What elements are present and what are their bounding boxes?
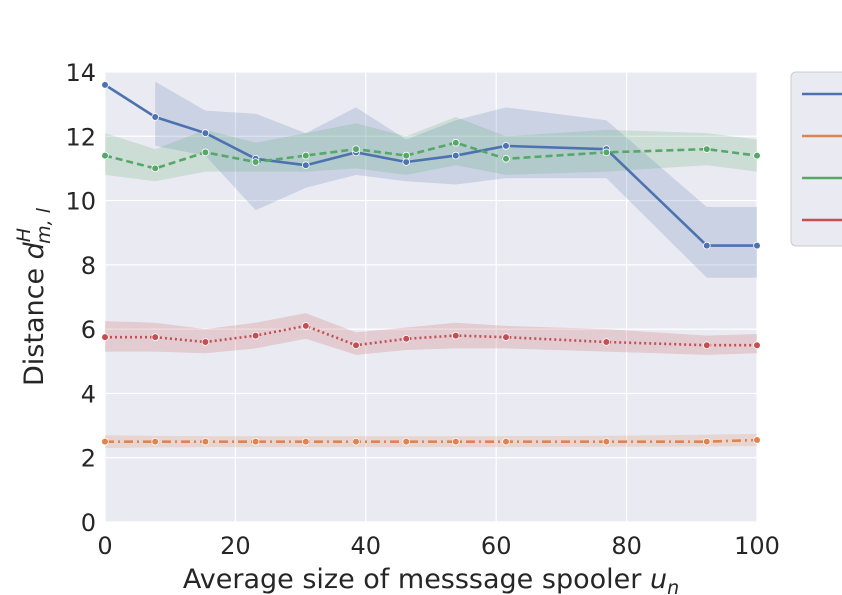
y-tick-label: 2 [81, 445, 96, 473]
x-tick-label: 60 [481, 532, 512, 560]
series-lines [104, 83, 758, 443]
data-point [201, 437, 210, 446]
data-point [151, 437, 160, 446]
data-point [352, 145, 360, 153]
y-tick-label: 12 [65, 123, 96, 151]
x-tick-label: 80 [611, 532, 642, 560]
data-point [151, 113, 160, 121]
data-point [302, 322, 310, 330]
data-point [402, 158, 411, 166]
confidence-band-4 [105, 313, 757, 355]
data-point [201, 338, 210, 346]
data-point [702, 241, 711, 250]
data-point [302, 151, 310, 160]
series-line-1 [104, 83, 757, 247]
data-point [251, 158, 260, 166]
data-point [302, 161, 310, 170]
data-point [753, 151, 761, 160]
data-point [602, 437, 611, 446]
plot-background [105, 72, 757, 522]
data-point [151, 333, 160, 341]
y-tick-label: 10 [65, 188, 96, 216]
data-point [302, 437, 310, 446]
grid-lines [104, 71, 758, 523]
data-point [702, 145, 711, 153]
data-point [753, 241, 761, 250]
x-tick-label: 20 [220, 532, 251, 560]
confidence-band-1 [155, 81, 758, 278]
data-point [251, 331, 260, 340]
y-tick-label: 4 [81, 380, 96, 408]
y-tick-label: 14 [65, 59, 96, 87]
data-point [352, 341, 360, 350]
data-point [201, 129, 210, 137]
x-tick-label: 100 [734, 532, 780, 560]
y-axis-label: Distance dHm, l [13, 207, 55, 386]
series-markers [101, 81, 761, 446]
y-tick-label: 6 [81, 316, 96, 344]
y-tick-labels: 0 2 4 6 8 10 12 14 [65, 59, 96, 537]
data-point [251, 437, 260, 446]
data-point [702, 341, 711, 350]
data-point [201, 148, 210, 157]
series-line-3 [104, 141, 758, 170]
series-line-2 [105, 438, 758, 443]
data-point [602, 148, 611, 157]
data-point [502, 154, 510, 163]
data-point [151, 164, 160, 173]
data-point [753, 341, 761, 350]
x-tick-label: 0 [97, 532, 112, 560]
series-line-4 [105, 324, 757, 347]
data-point [402, 437, 411, 446]
data-point [402, 151, 411, 160]
legend [790, 71, 842, 247]
data-point [101, 81, 109, 89]
data-point [101, 151, 109, 160]
data-point [402, 334, 411, 343]
x-tick-label: 40 [351, 532, 382, 560]
data-point [702, 437, 711, 446]
x-tick-labels: 0 20 40 60 80 100 [97, 532, 780, 560]
data-point [101, 333, 109, 341]
y-tick-label: 8 [81, 252, 96, 280]
legend-entries [802, 92, 842, 222]
data-point [352, 437, 360, 446]
data-point [101, 437, 109, 446]
data-point [502, 142, 510, 150]
data-point [753, 436, 761, 444]
y-tick-label: 0 [81, 509, 96, 537]
data-point [451, 151, 460, 160]
legend-box [790, 71, 842, 247]
data-point [451, 138, 460, 147]
data-point [602, 338, 611, 346]
data-point [502, 333, 510, 341]
data-point [451, 331, 460, 340]
data-point [451, 437, 460, 446]
data-point [502, 437, 510, 446]
x-axis-label: Average size of messsage spooler un [183, 564, 679, 595]
